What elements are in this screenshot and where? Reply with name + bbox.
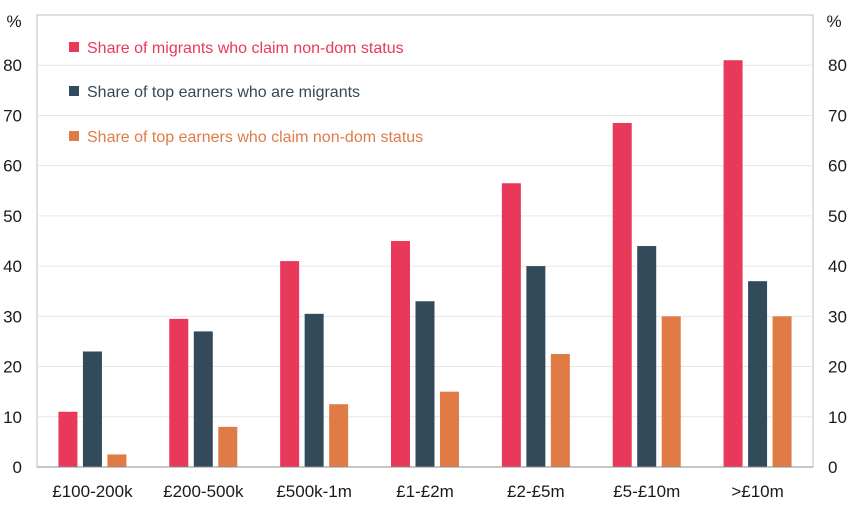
y-tick-label-left: 60: [3, 157, 22, 176]
bar-series-3-2: [218, 426, 238, 467]
legend-swatch-series-2: [69, 86, 79, 96]
y-tick-label-left: 0: [13, 458, 22, 477]
bar-series-3-1: [107, 454, 127, 467]
bar-series-1-5: [501, 183, 521, 467]
x-category-label: £5-£10m: [613, 482, 680, 501]
bar-series-2-4: [415, 301, 435, 467]
y-tick-label-right: 40: [828, 257, 847, 276]
bar-series-1-7: [723, 60, 743, 467]
legend-label-series-3: Share of top earners who claim non-dom s…: [87, 129, 423, 146]
bar-series-3-5: [550, 354, 570, 467]
bar-series-2-6: [637, 246, 657, 467]
y-tick-label-right: 0: [828, 458, 837, 477]
y-tick-label-left: 10: [3, 408, 22, 427]
legend-swatch-series-3: [69, 131, 79, 141]
right-axis-unit-label: %: [826, 12, 841, 31]
y-tick-label-left: 70: [3, 106, 22, 125]
bar-series-2-5: [526, 266, 546, 467]
y-tick-label-right: 50: [828, 207, 847, 226]
x-category-label: £1-£2m: [396, 482, 454, 501]
y-tick-label-right: 20: [828, 358, 847, 377]
bar-series-2-7: [748, 281, 768, 467]
y-tick-label-left: 30: [3, 307, 22, 326]
bar-series-1-2: [169, 318, 189, 467]
legend-swatch-series-1: [69, 42, 79, 52]
bar-series-3-3: [329, 404, 349, 467]
y-tick-label-right: 60: [828, 157, 847, 176]
bar-series-3-4: [440, 391, 459, 467]
x-category-label: £200-500k: [163, 482, 244, 501]
bar-series-2-2: [193, 331, 213, 467]
bar-series-3-6: [661, 316, 681, 467]
x-category-label: >£10m: [731, 482, 783, 501]
y-tick-label-left: 20: [3, 358, 22, 377]
bar-series-1-1: [58, 411, 78, 467]
legend-label-series-2: Share of top earners who are migrants: [87, 84, 360, 101]
bar-series-1-3: [280, 261, 300, 467]
y-tick-label-left: 80: [3, 56, 22, 75]
y-tick-label-left: 50: [3, 207, 22, 226]
bar-series-2-1: [82, 351, 102, 467]
y-tick-label-right: 30: [828, 307, 847, 326]
legend: Share of migrants who claim non-dom stat…: [69, 40, 423, 146]
bars: [58, 60, 792, 467]
y-tick-label-right: 70: [828, 106, 847, 125]
y-tick-label-right: 80: [828, 56, 847, 75]
bar-series-1-6: [612, 122, 632, 467]
y-tick-label-left: 40: [3, 257, 22, 276]
x-category-label: £100-200k: [52, 482, 133, 501]
axes: 0 0 10 10 20 20 30 30 40 40 50 50 60 60 70 70 80 80 £100-2…: [3, 56, 847, 501]
bar-series-1-4: [391, 241, 410, 467]
left-axis-unit-label: %: [6, 12, 21, 31]
gridlines: [37, 64, 813, 418]
bar-series-2-3: [304, 313, 324, 467]
x-category-label: £500k-1m: [276, 482, 352, 501]
y-tick-label-right: 10: [828, 408, 847, 427]
bar-series-3-7: [772, 316, 792, 467]
legend-label-series-1: Share of migrants who claim non-dom stat…: [87, 40, 404, 57]
x-category-label: £2-£5m: [507, 482, 565, 501]
